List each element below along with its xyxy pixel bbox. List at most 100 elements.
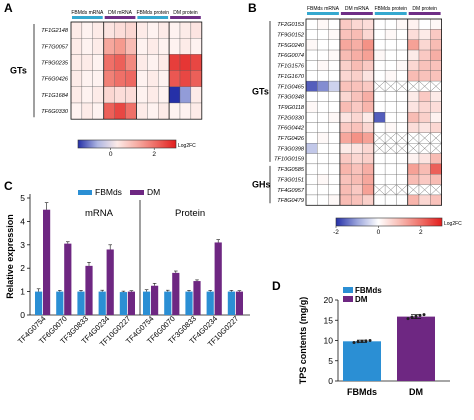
heatmap-cell: [328, 184, 341, 196]
row-label: TF3G0398: [277, 146, 305, 152]
column-group-bar: [170, 16, 201, 19]
heatmap-cell: [190, 38, 202, 55]
heatmap-cell: [317, 194, 329, 206]
heatmap-cell: [351, 18, 363, 30]
heatmap-cell: [407, 122, 420, 134]
row-label: TF4G0957: [277, 188, 305, 194]
bar: [193, 281, 201, 315]
y-tick-label: 10: [324, 336, 334, 346]
heatmap-cell: [328, 163, 341, 175]
heatmap-cell: [147, 21, 159, 39]
heatmap-cell: [305, 29, 318, 40]
heatmap-cell: [168, 102, 181, 120]
heatmap-cell: [373, 60, 386, 71]
heatmap-cell: [418, 91, 431, 102]
missing-cross: [373, 143, 386, 154]
legend-label: DM: [355, 295, 368, 304]
heatmap-cell: [362, 29, 374, 40]
heatmap-cell: [373, 112, 386, 123]
missing-cross: [430, 80, 442, 92]
heatmap-cell: [114, 102, 126, 120]
heatmap-cell: [407, 60, 420, 71]
heatmap-cell: [328, 18, 341, 30]
heatmap-cell: [430, 29, 442, 40]
heatmap-cell: [384, 49, 397, 61]
heatmap-cell: [317, 18, 329, 30]
heatmap-cell: [305, 80, 318, 92]
heatmap-cell: [305, 184, 318, 196]
missing-cross: [418, 143, 431, 154]
missing-cross: [407, 132, 420, 144]
heatmap-cell: [407, 194, 420, 206]
heatmap-cell: [70, 38, 83, 55]
heatmap-cell: [430, 39, 442, 51]
heatmap-cell: [103, 86, 115, 104]
legend-swatch: [343, 296, 353, 302]
y-axis-title: TPS contents (mg/g): [298, 297, 308, 385]
heatmap-cell: [317, 132, 329, 144]
heatmap-cell: [430, 91, 442, 102]
heatmap-cell: [179, 86, 192, 104]
heatmap-cell: [158, 102, 170, 120]
heatmap-cell: [430, 122, 442, 134]
heatmap-cell: [328, 60, 341, 71]
heatmap-cell: [351, 101, 363, 113]
heatmap-cell: [430, 49, 442, 61]
missing-cross: [373, 80, 386, 92]
row-label: TF3G0585: [277, 167, 305, 173]
panel-b-label: B: [248, 1, 257, 15]
heatmap-cell: [384, 70, 397, 82]
y-tick-label: 2: [20, 263, 25, 273]
heatmap-cell: [351, 49, 363, 61]
bar: [343, 341, 381, 381]
heatmap-cell: [328, 29, 341, 40]
heatmap-cell: [92, 21, 104, 39]
heatmap-cell: [317, 91, 329, 102]
heatmap-cell: [418, 18, 431, 30]
colorbar-tick-label: -2: [333, 229, 339, 236]
heatmap-cell: [92, 86, 104, 104]
heatmap-cell: [81, 21, 93, 39]
heatmap-cell: [158, 54, 170, 71]
row-label: TF6G0442: [277, 126, 305, 132]
heatmap-cell: [70, 21, 83, 39]
heatmap-cell: [396, 112, 408, 123]
heatmap-cell: [190, 21, 202, 39]
heatmap-cell: [418, 101, 431, 113]
heatmap-cell: [328, 101, 341, 113]
row-label: TF1G1684: [41, 93, 68, 99]
heatmap-cell: [339, 70, 352, 82]
heatmap-cell: [158, 21, 170, 39]
heatmap-cell: [384, 153, 397, 165]
y-tick-label: 3: [20, 240, 25, 250]
missing-cross: [396, 143, 408, 154]
heatmap-cell: [351, 194, 363, 206]
heatmap-cell: [136, 86, 148, 104]
heatmap-cell: [362, 153, 374, 165]
row-group-label: GTs: [252, 86, 269, 96]
heatmap-cell: [362, 143, 374, 154]
heatmap-cell: [407, 163, 420, 175]
bar: [77, 291, 85, 315]
heatmap-cell: [317, 174, 329, 185]
heatmap-cell: [179, 102, 192, 120]
heatmap-cell: [362, 194, 374, 206]
missing-cross: [384, 80, 397, 92]
heatmap-cell: [81, 70, 93, 87]
heatmap-cell: [396, 39, 408, 51]
heatmap-cell: [418, 163, 431, 175]
heatmap-cell: [373, 29, 386, 40]
heatmap-cell: [373, 91, 386, 102]
heatmap-cell: [70, 102, 83, 120]
heatmap-cell: [430, 174, 442, 185]
heatmap-cell: [384, 29, 397, 40]
bar: [235, 291, 243, 315]
x-tick-label: DM: [409, 387, 423, 397]
heatmap-cell: [328, 132, 341, 144]
data-point: [360, 339, 364, 343]
heatmap-cell: [396, 101, 408, 113]
column-group-label: FBMds protein: [136, 10, 169, 16]
heatmap-cell: [92, 54, 104, 71]
heatmap-cell: [339, 39, 352, 51]
